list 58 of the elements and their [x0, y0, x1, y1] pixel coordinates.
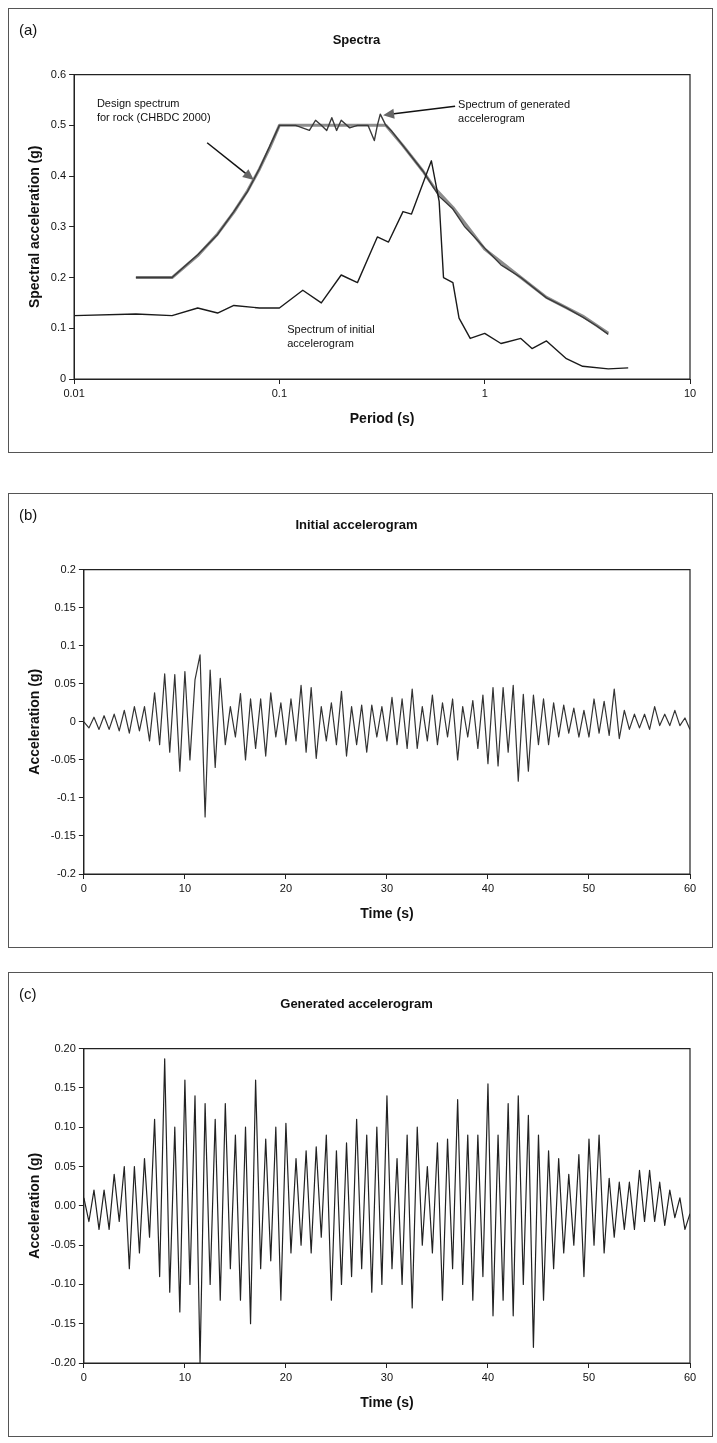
x-axis-title: Time (s): [360, 905, 414, 922]
annotation: Spectrum of generated accelerogram: [458, 97, 571, 124]
y-tick-label: -0.20: [50, 1356, 76, 1369]
x-tick-label: 10: [178, 1370, 192, 1383]
annotation: Design spectrum for rock (CHBDC 2000): [96, 97, 211, 124]
x-tick-label: 40: [481, 881, 495, 894]
y-tick-label: 0.05: [54, 1159, 76, 1172]
y-axis-title: Acceleration (g): [26, 1152, 43, 1259]
chart-title: Spectra: [332, 32, 382, 48]
x-tick-label: 1: [481, 386, 488, 399]
x-axis-title: Time (s): [360, 1394, 414, 1411]
x-tick-label: 20: [279, 881, 293, 894]
chart-title: Generated accelerogram: [280, 996, 433, 1012]
chart-title: Initial accelerogram: [295, 517, 418, 533]
x-tick-label: 40: [481, 1370, 495, 1383]
x-tick-label: 50: [582, 1370, 596, 1383]
x-tick-label: 0.1: [271, 386, 288, 399]
x-tick-label: 10: [178, 881, 192, 894]
y-tick-label: 0.15: [54, 1080, 76, 1093]
y-tick-label: 0.10: [54, 1120, 76, 1133]
y-tick-label: 0.00: [54, 1198, 76, 1211]
y-tick-label: 0.05: [54, 676, 76, 689]
x-tick-label: 50: [582, 881, 596, 894]
x-tick-label: 30: [380, 881, 394, 894]
y-axis-title: Acceleration (g): [26, 668, 43, 775]
text: (c): [19, 985, 37, 1002]
y-tick-label: -0.1: [56, 790, 76, 803]
y-tick-label: -0.15: [50, 828, 76, 841]
annotation: Spectrum of initial accelerogram: [287, 322, 375, 349]
y-tick-label: 0.5: [50, 118, 67, 131]
x-tick-label: 20: [279, 1370, 293, 1383]
y-tick-label: 0.20: [54, 1041, 76, 1054]
y-tick-label: -0.2: [56, 867, 76, 880]
y-tick-label: -0.05: [50, 752, 76, 765]
y-tick-label: -0.10: [50, 1277, 76, 1290]
y-tick-label: -0.05: [50, 1238, 76, 1251]
y-tick-label: 0.2: [50, 270, 67, 283]
y-axis-title: Spectral acceleration (g): [26, 145, 43, 309]
x-tick-label: 0: [80, 881, 87, 894]
y-tick-label: 0.4: [50, 169, 67, 182]
text: (b): [19, 506, 38, 523]
x-tick-label: 0.01: [63, 386, 85, 399]
x-axis-title: Period (s): [349, 410, 415, 427]
x-tick-label: 60: [683, 881, 697, 894]
y-tick-label: -0.15: [50, 1316, 76, 1329]
y-tick-label: 0.6: [50, 67, 67, 80]
x-tick-label: 10: [683, 386, 697, 399]
y-tick-label: 0: [59, 372, 67, 385]
y-tick-label: 0.1: [60, 638, 76, 651]
text: (a): [19, 21, 38, 38]
x-tick-label: 30: [380, 1370, 394, 1383]
y-tick-label: 0: [69, 714, 76, 727]
y-tick-label: 0.1: [50, 321, 67, 334]
y-tick-label: 0.3: [50, 219, 67, 232]
x-tick-label: 0: [80, 1370, 87, 1383]
y-tick-label: 0.2: [60, 562, 76, 575]
x-tick-label: 60: [683, 1370, 697, 1383]
y-tick-label: 0.15: [54, 600, 76, 613]
